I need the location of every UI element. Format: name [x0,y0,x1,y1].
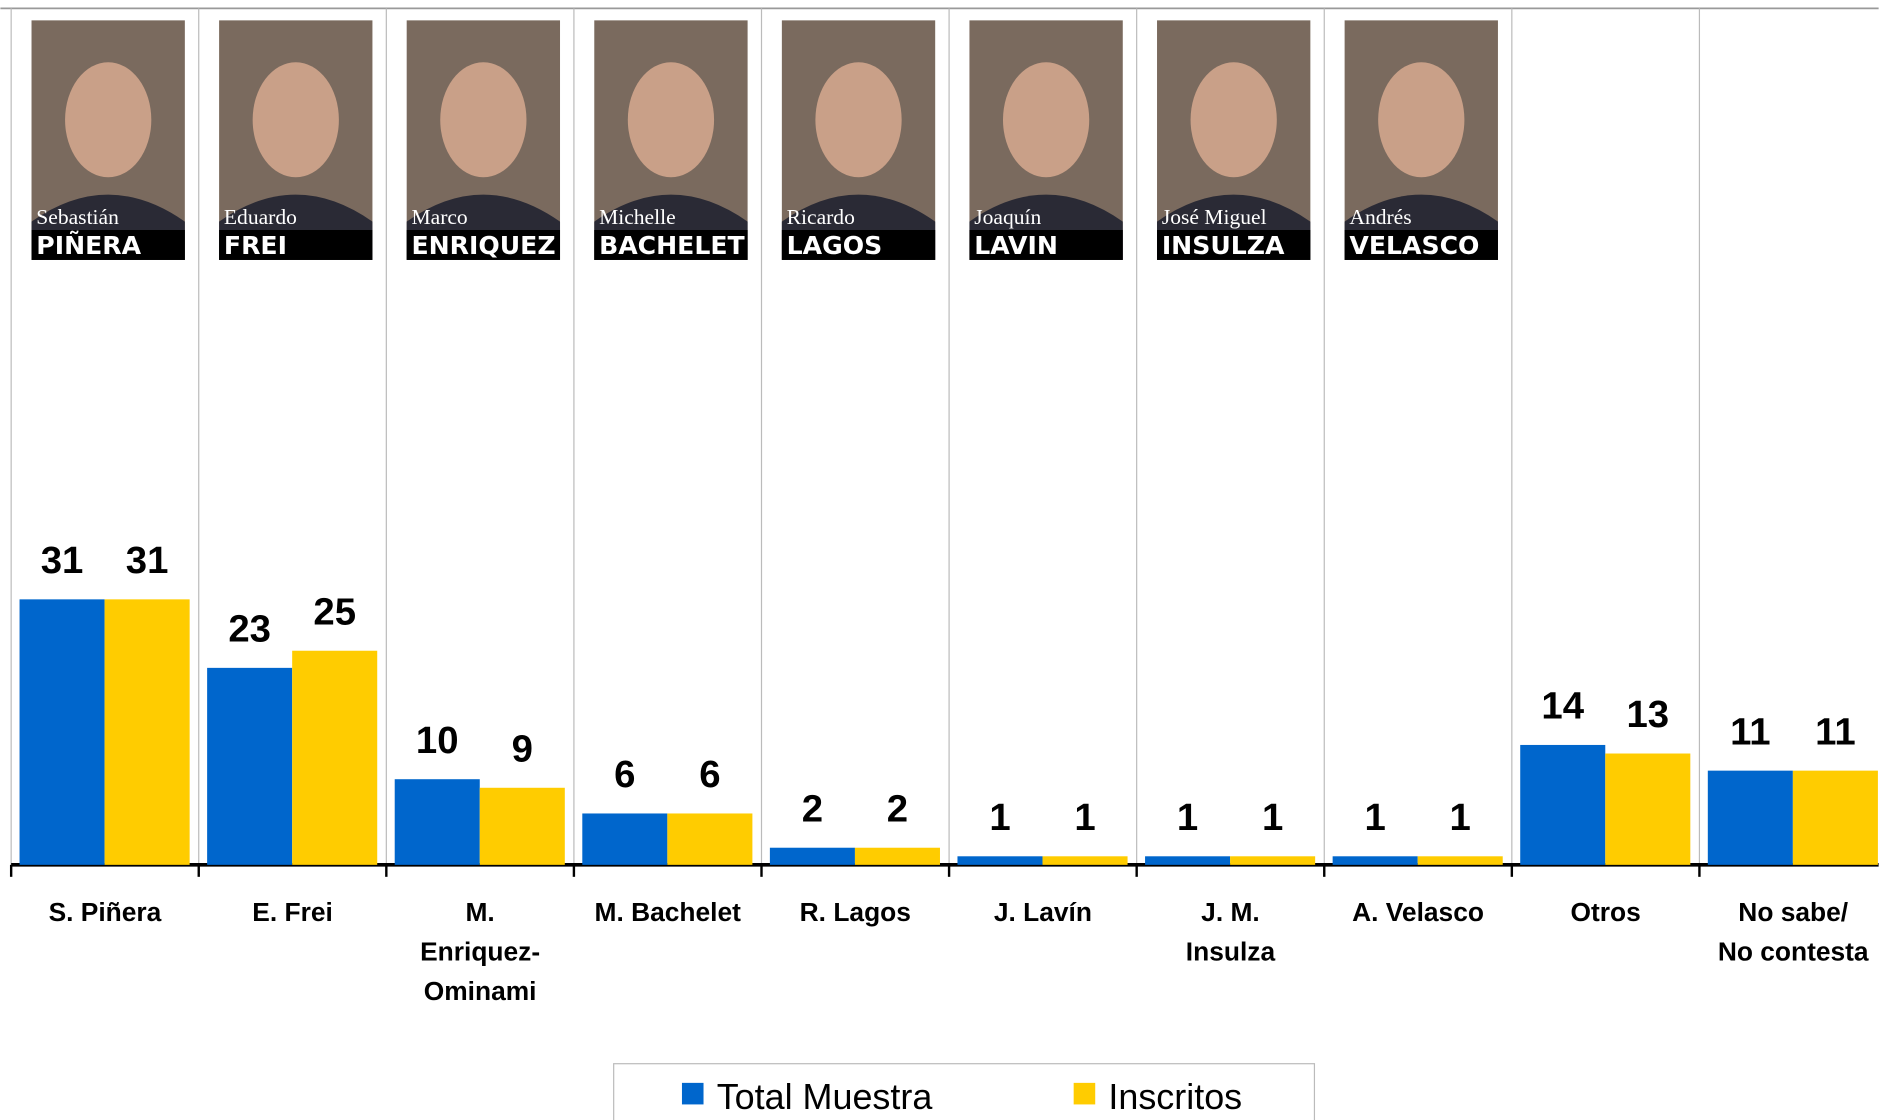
bar [582,813,667,864]
bar [1520,745,1605,865]
value-label: 10 [416,719,459,762]
value-label: 31 [41,539,84,582]
value-label: 6 [614,753,635,796]
photo-last-name: FREI [224,231,287,260]
bar [480,788,565,865]
value-label: 11 [1815,710,1856,753]
value-label: 2 [887,787,908,830]
bar [770,848,855,865]
page: SebastiánPIÑERA EduardoFREI MarcoENRIQUEZ M… [0,0,1879,1120]
photo-face [440,62,526,177]
bar [667,813,752,864]
photo-last-name: PIÑERA [36,231,141,260]
photo-first-name: Eduardo [224,205,297,229]
bar [1145,856,1230,865]
legend-label: Total Muestra [717,1076,933,1117]
bar [207,668,292,865]
value-label: 14 [1541,685,1584,728]
value-label: 1 [1364,796,1385,839]
photo-face [628,62,714,177]
x-tick-label: S. Piñera [49,897,162,927]
photo-last-name: BACHELET [599,231,745,260]
value-label: 11 [1730,710,1771,753]
value-label: 1 [1074,796,1095,839]
legend-swatch [1074,1083,1096,1105]
photo-face [1003,62,1089,177]
x-tick-label: M. Bachelet [595,897,742,927]
bar [292,651,377,865]
bar [1043,856,1128,865]
photo-face [1191,62,1277,177]
x-tick-label: A. Velasco [1352,897,1484,927]
photo-first-name: Marco [411,205,467,229]
photo-last-name: INSULZA [1162,231,1285,260]
value-label: 2 [802,787,823,830]
bar [1418,856,1503,865]
value-label: 13 [1626,693,1669,736]
bar [1605,754,1690,865]
x-tick-label: M.Enriquez-Ominami [420,897,540,1006]
photo-last-name: VELASCO [1349,231,1479,260]
value-label: 6 [699,753,720,796]
photo-face [253,62,339,177]
x-tick-label: No sabe/No contesta [1718,897,1869,967]
photo-first-name: Ricardo [787,205,855,229]
value-label: 1 [1450,796,1471,839]
photo-first-name: Michelle [599,205,676,229]
x-tick-label: R. Lagos [800,897,911,927]
photo-last-name: LAVIN [974,231,1058,260]
photo-first-name: Andrés [1349,205,1411,229]
bar [1230,856,1315,865]
x-tick-label: J. M.Insulza [1186,897,1276,967]
bar [395,779,480,865]
photo-face [1378,62,1464,177]
value-label: 25 [313,590,356,633]
bar [1793,771,1878,865]
photo-last-name: ENRIQUEZ [411,231,555,260]
photo-first-name: Joaquín [974,205,1041,229]
bar [855,848,940,865]
value-label: 9 [512,727,533,770]
legend-swatch [682,1083,704,1105]
photo-last-name: LAGOS [787,231,883,260]
legend-label: Inscritos [1108,1076,1242,1117]
x-tick-label: E. Frei [252,897,333,927]
value-label: 1 [1177,796,1198,839]
bar [20,599,105,865]
photo-first-name: Sebastián [36,205,119,229]
photo-face [815,62,901,177]
x-tick-label: J. Lavín [994,897,1092,927]
value-label: 1 [1262,796,1283,839]
chart: SebastiánPIÑERA EduardoFREI MarcoENRIQUEZ M… [0,0,1879,1120]
value-label: 1 [989,796,1010,839]
bar [105,599,190,865]
bar [957,856,1042,865]
x-tick-label: Otros [1570,897,1640,927]
photo-face [65,62,151,177]
photo-first-name: José Miguel [1162,205,1267,229]
bar [1333,856,1418,865]
bar [1708,771,1793,865]
value-label: 31 [126,539,169,582]
value-label: 23 [228,608,271,651]
